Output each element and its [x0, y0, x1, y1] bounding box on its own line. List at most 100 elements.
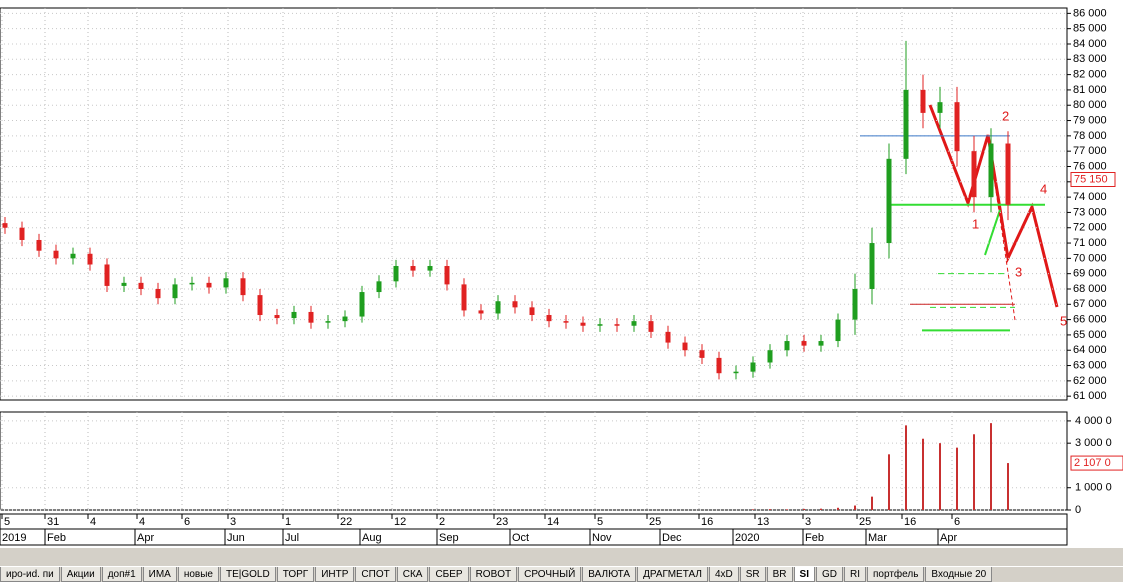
tab[interactable]: 4xD — [708, 567, 739, 582]
time-label: 5 — [597, 516, 603, 528]
y-tick-label: 78 000 — [1073, 130, 1107, 142]
volume-bar — [1007, 463, 1009, 510]
y-tick-label: 67 000 — [1073, 298, 1107, 310]
tab[interactable]: СКА — [396, 567, 429, 582]
month-label: Dec — [662, 532, 682, 544]
tab[interactable]: BR — [766, 567, 793, 582]
tab[interactable]: Акции — [60, 567, 101, 582]
candle-body — [988, 143, 994, 198]
candle-body — [189, 282, 195, 285]
time-label: 16 — [701, 516, 713, 528]
y-tick-label: 82 000 — [1073, 69, 1107, 81]
tab[interactable]: ROBOT — [469, 567, 518, 582]
month-label: Nov — [592, 532, 612, 544]
candle-body — [529, 307, 535, 316]
wave-label: 1 — [972, 216, 979, 231]
volume-bar — [752, 509, 754, 510]
candle-body — [648, 321, 654, 332]
tab[interactable]: иро-иd. пи — [0, 567, 60, 582]
candle-body — [920, 89, 926, 113]
last-volume-label: 2 107 0 — [1074, 457, 1111, 469]
tab[interactable]: ТОРГ — [276, 567, 315, 582]
tab[interactable]: ВАЛЮТА — [582, 567, 637, 582]
tab[interactable]: SI — [793, 567, 815, 582]
price-panel — [0, 7, 1068, 401]
candle-body — [903, 89, 909, 159]
candle-body — [614, 324, 620, 326]
y-tick-label: 66 000 — [1073, 314, 1107, 326]
candle-body — [852, 288, 858, 320]
tab[interactable]: RI — [844, 567, 866, 582]
volume-bar — [939, 443, 941, 510]
y-tick-label: 65 000 — [1073, 329, 1107, 341]
candle-body — [495, 301, 501, 314]
candle-body — [597, 324, 603, 326]
candle-body — [444, 266, 450, 285]
y-tick-label: 69 000 — [1073, 268, 1107, 280]
candle-body — [954, 102, 960, 152]
volume-tick-label: 0 — [1075, 504, 1081, 516]
month-label: Oct — [512, 532, 529, 544]
candle-body — [206, 282, 212, 288]
y-tick-label: 84 000 — [1073, 38, 1107, 50]
y-tick-label: 85 000 — [1073, 23, 1107, 35]
tab[interactable]: GD — [816, 567, 843, 582]
y-tick-label: 70 000 — [1073, 252, 1107, 264]
time-label: 23 — [496, 516, 508, 528]
month-label: Jul — [285, 532, 299, 544]
candle-body — [291, 311, 297, 319]
tab[interactable]: SR — [739, 567, 766, 582]
wave-projection — [989, 149, 1016, 321]
last-price-box — [1070, 172, 1116, 187]
time-label: 31 — [47, 516, 59, 528]
time-label: 5 — [4, 516, 10, 528]
tab[interactable]: новые — [177, 567, 219, 582]
candle-body — [223, 278, 229, 288]
tab[interactable]: ИНТР — [315, 567, 355, 582]
tab[interactable]: ДРАГМЕТАЛ — [637, 567, 708, 582]
candle-body — [87, 253, 93, 265]
candle-body — [665, 331, 671, 343]
candle-body — [971, 151, 977, 198]
y-tick-label: 73 000 — [1073, 206, 1107, 218]
candle-body — [104, 264, 110, 286]
candle-body — [70, 253, 76, 259]
y-tick-label: 76 000 — [1073, 160, 1107, 172]
y-tick-label: 68 000 — [1073, 283, 1107, 295]
y-tick-label: 64 000 — [1073, 344, 1107, 356]
y-tick-label: 62 000 — [1073, 375, 1107, 387]
volume-bar — [956, 447, 958, 510]
tab[interactable]: портфель — [867, 567, 925, 582]
candle-body — [580, 322, 586, 326]
month-label: Sep — [439, 532, 459, 544]
tab[interactable]: доп#1 — [101, 567, 142, 582]
time-label: 3 — [230, 516, 236, 528]
time-label: 6 — [954, 516, 960, 528]
tab[interactable]: СБЕР — [429, 567, 469, 582]
month-label: Apr — [940, 532, 957, 544]
wave-label: 3 — [1015, 264, 1022, 279]
tab[interactable]: ИМА — [142, 567, 177, 582]
time-label: 2 — [439, 516, 445, 528]
volume-bar — [786, 509, 788, 510]
candle-body — [172, 284, 178, 299]
wave-segment — [984, 209, 1001, 256]
tab[interactable]: Входные 20 — [925, 567, 993, 582]
tab[interactable]: СПОТ — [355, 567, 396, 582]
wave-label: 4 — [1040, 181, 1047, 196]
volume-bar — [871, 496, 873, 510]
time-label: 16 — [904, 516, 916, 528]
candle-body — [274, 315, 280, 319]
candle-body — [733, 371, 739, 374]
candle-body — [682, 342, 688, 351]
volume-tick-label: 4 000 0 — [1075, 415, 1112, 427]
candle-body — [427, 266, 433, 271]
volume-bar — [905, 425, 907, 510]
tab[interactable]: СРОЧНЫЙ — [518, 567, 582, 582]
candle-body — [376, 281, 382, 293]
tab[interactable]: ТЕ|GOLD — [219, 567, 276, 582]
volume-panel — [0, 411, 1068, 511]
volume-bar — [888, 454, 890, 510]
candle-body — [478, 310, 484, 314]
y-tick-label: 77 000 — [1073, 145, 1107, 157]
